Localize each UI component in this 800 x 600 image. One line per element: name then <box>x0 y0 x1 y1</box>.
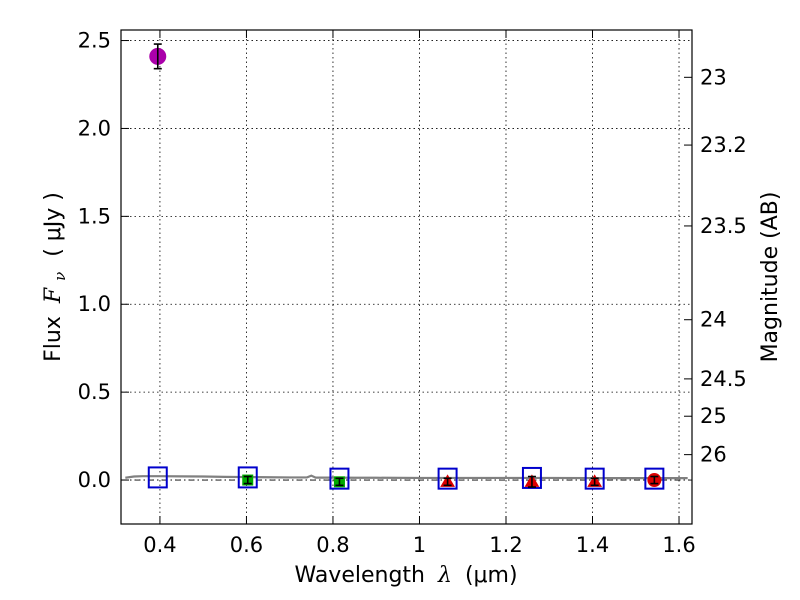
x-axis-label-unit: (μm) <box>465 563 518 588</box>
axis-ticks: 0.4 0.6 0.8 1 1.2 1.4 1.6 0.0 0.5 1.0 1.5 2.0 2.5 23 2… <box>78 29 747 557</box>
x-tick-label: 0.4 <box>143 533 176 557</box>
x-tick-label: 1.6 <box>662 533 695 557</box>
series-lines <box>121 474 692 481</box>
y-tick-label: 1.5 <box>78 204 111 228</box>
y-tick-label: 0.5 <box>78 380 111 404</box>
y2-tick-label: 23.2 <box>700 133 747 157</box>
model-point-square <box>147 466 168 489</box>
y2-tick-label: 24 <box>700 308 727 332</box>
model-point-square <box>237 466 258 489</box>
y-axis-label: Flux F ν ( μJy ) <box>41 192 71 362</box>
y2-tick-label: 23.5 <box>700 214 747 238</box>
model-point-square <box>329 467 350 490</box>
y2-tick-label: 25 <box>700 404 727 428</box>
grid <box>121 30 692 524</box>
x-axis-label-symbol: λ <box>437 563 452 588</box>
model-point-square <box>521 466 542 489</box>
y2-tick-label: 23 <box>700 65 727 89</box>
y2-axis-label: Magnitude (AB) <box>758 192 783 363</box>
y-axis-label-symbol: F <box>41 287 66 304</box>
model-point-square <box>437 467 458 490</box>
y2-tick-label: 24.5 <box>700 367 747 391</box>
y-tick-label: 2.5 <box>78 29 111 53</box>
x-tick-label: 0.6 <box>230 533 263 557</box>
x-tick-label: 1.4 <box>576 533 609 557</box>
y-tick-label: 2.0 <box>78 116 111 140</box>
x-axis-label: Wavelength λ (μm) <box>294 563 517 588</box>
y2-tick-label: 26 <box>700 443 727 467</box>
x-axis-label-text: Wavelength <box>294 563 425 588</box>
y-axis-label-text: Flux <box>41 316 66 362</box>
model-point-square <box>584 467 605 490</box>
y-tick-label: 1.0 <box>78 292 111 316</box>
plot-frame <box>120 29 693 525</box>
y-axis-label-subscript: ν <box>51 272 69 281</box>
series-markers <box>147 43 665 490</box>
model-point-square <box>644 467 665 490</box>
x-tick-label: 0.8 <box>316 533 349 557</box>
y-axis-label-unit: ( μJy ) <box>41 192 66 257</box>
y-tick-label: 0.0 <box>78 468 111 492</box>
x-tick-label: 1.2 <box>489 533 522 557</box>
x-tick-label: 1 <box>413 533 426 557</box>
